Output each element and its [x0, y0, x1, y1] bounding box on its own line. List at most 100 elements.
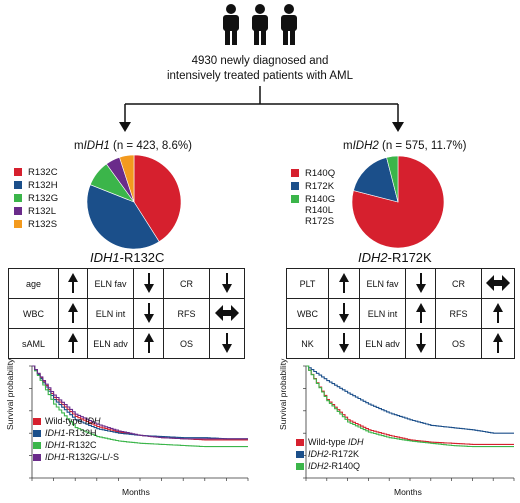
km-curve-idh2-r172k: [306, 365, 514, 434]
feature-direction: [133, 268, 164, 299]
feature-direction: [58, 328, 88, 359]
table-row: age ELN fav CR: [8, 268, 245, 299]
idh2-survival-plot: [303, 365, 515, 481]
arrow-down-icon: [143, 272, 154, 293]
pie-slice-r172k: [353, 157, 399, 203]
idh2-feature-table: PLT ELN fav CR WBC ELN int RFS NK ELN adv OS: [286, 268, 515, 359]
legend-item: IDH2-R140Q: [296, 461, 360, 471]
legend-item: IDH1-R132H: [33, 428, 97, 438]
arrow-down-icon: [415, 272, 426, 293]
idh2-title: mIDH2 (n = 575, 11.7%): [343, 140, 467, 152]
legend-item: IDH1-R132C: [33, 440, 97, 450]
feature-label: ELN adv: [87, 328, 134, 359]
feature-direction: [481, 268, 515, 299]
km-curve-idh1-r132h: [32, 365, 248, 440]
arrow-bidirectional-icon: [486, 274, 510, 291]
legend-item: R132H: [14, 180, 58, 191]
feature-direction: [481, 298, 515, 329]
feature-direction: [209, 328, 245, 359]
feature-label: PLT: [286, 268, 329, 299]
feature-label: age: [8, 268, 59, 299]
feature-direction: [405, 268, 436, 299]
legend-item: Wild-type IDH: [33, 416, 101, 426]
idh2-ylabel: Survival probability: [278, 358, 288, 430]
table-row: NK ELN adv OS: [286, 328, 515, 359]
table-row: WBC ELN int RFS: [286, 298, 515, 329]
feature-direction: [58, 298, 88, 329]
patients-icon: [223, 4, 297, 45]
cohort-line-2: intensively treated patients with AML: [166, 70, 354, 82]
arrow-down-icon: [222, 332, 232, 353]
idh1-pie-chart: [86, 154, 182, 250]
feature-label: WBC: [286, 298, 329, 329]
legend-item: R172K: [291, 181, 334, 192]
feature-label: OS: [163, 328, 210, 359]
km-curve-wild-type-idh: [306, 365, 514, 445]
feature-label: ELN int: [87, 298, 134, 329]
arrow-down-icon: [222, 272, 232, 293]
legend-item: IDH1-R132G/-L/-S: [33, 452, 119, 462]
idh2-pie-chart: [351, 155, 445, 249]
cohort-description: 4930 newly diagnosed and intensively tre…: [160, 54, 360, 84]
idh1-survival-plot: [29, 365, 249, 481]
idh1-ylabel: Survival probability: [5, 358, 15, 430]
arrow-down-icon: [143, 302, 154, 323]
split-arrows: [119, 86, 404, 132]
idh2-xlabel: Months: [394, 487, 422, 497]
feature-label: RFS: [163, 298, 210, 329]
legend-item: R140Q: [291, 168, 335, 179]
feature-label: WBC: [8, 298, 59, 329]
idh2-pie-legend: R140Q R172K R140G R140L R172S: [291, 168, 361, 258]
arrow-up-icon: [68, 272, 78, 293]
feature-direction: [133, 298, 164, 329]
feature-direction: [209, 298, 245, 329]
feature-direction: [481, 328, 515, 359]
feature-direction: [58, 268, 88, 299]
arrow-up-icon: [68, 302, 78, 323]
arrow-up-icon: [415, 302, 426, 323]
idh1-km-legend: Wild-type IDH IDH1-R132H IDH1-R132C IDH1…: [33, 416, 163, 472]
feature-label: CR: [163, 268, 210, 299]
feature-label: sAML: [8, 328, 59, 359]
arrow-up-icon: [68, 332, 78, 353]
feature-label: ELN adv: [359, 328, 406, 359]
legend-item: R172S: [305, 216, 335, 227]
pie-slice-r132h: [86, 184, 160, 250]
cohort-line-1: 4930 newly diagnosed and: [191, 55, 329, 67]
idh2-subtitle: IDH2-R172K: [358, 250, 432, 265]
feature-direction: [328, 328, 360, 359]
feature-label: ELN fav: [87, 268, 134, 299]
feature-direction: [209, 268, 245, 299]
feature-direction: [328, 268, 360, 299]
arrow-up-icon: [493, 302, 503, 323]
arrow-down-icon: [415, 332, 426, 353]
feature-label: ELN int: [359, 298, 406, 329]
idh1-pie-legend: R132C R132H R132G R132L R132S: [14, 167, 94, 257]
table-row: sAML ELN adv OS: [8, 328, 245, 359]
idh1-title: mIDH1 (n = 423, 8.6%): [74, 140, 192, 152]
legend-item: R140G: [291, 194, 335, 205]
idh1-subtitle: IDH1-R132C: [90, 250, 165, 265]
idh2-km-legend: Wild-type IDH IDH2-R172K IDH2-R140Q: [296, 437, 406, 477]
idh1-xlabel: Months: [122, 487, 150, 497]
legend-item: R132G: [14, 193, 58, 204]
table-row: PLT ELN fav CR: [286, 268, 515, 299]
table-row: WBC ELN int RFS: [8, 298, 245, 329]
legend-item: R140L: [305, 205, 333, 216]
pie-slice-r140g: [386, 155, 399, 203]
arrow-up-icon: [339, 272, 349, 293]
feature-label: RFS: [435, 298, 482, 329]
idh1-feature-table: age ELN fav CR WBC ELN int RFS sAML ELN adv OS: [8, 268, 245, 359]
feature-direction: [405, 298, 436, 329]
arrow-up-icon: [143, 332, 154, 353]
feature-label: ELN fav: [359, 268, 406, 299]
km-curve-idh2-r140q: [306, 365, 514, 448]
km-curve-idh1-r132g-l-s: [32, 365, 248, 440]
arrow-up-icon: [493, 332, 503, 353]
arrow-down-icon: [339, 302, 349, 323]
feature-direction: [328, 298, 360, 329]
legend-item: IDH2-R172K: [296, 449, 359, 459]
feature-label: OS: [435, 328, 482, 359]
km-curve-idh1-r132c: [32, 365, 248, 448]
pie-slice-r132s: [119, 154, 135, 203]
